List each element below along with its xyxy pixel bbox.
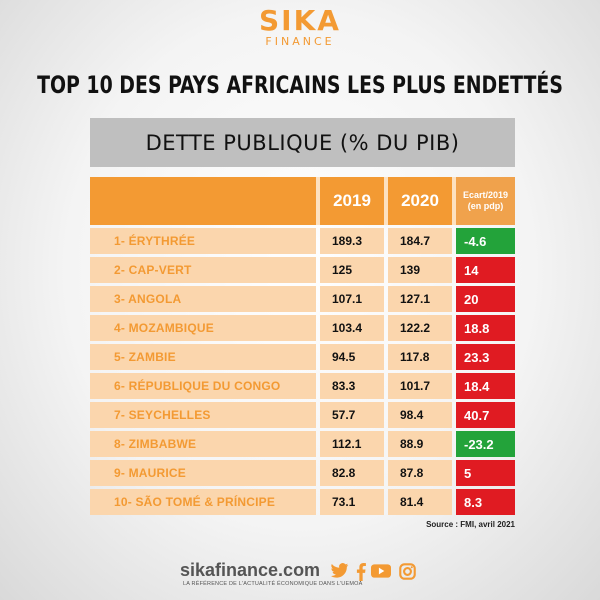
- ecart-value: 18.8: [456, 315, 515, 341]
- header-divider: [384, 177, 388, 225]
- instagram-icon[interactable]: [399, 563, 416, 585]
- header-2020: 2020: [401, 191, 439, 210]
- value-2019: 112.1: [320, 431, 384, 457]
- table-row: 4- MOZAMBIQUE 103.4 122.2 18.8: [90, 315, 515, 341]
- table-row: 8- ZIMBABWE 112.1 88.9 -23.2: [90, 431, 515, 457]
- ecart-value: 20: [456, 286, 515, 312]
- country-label: 10- SÃO TOMÉ & PRÍNCIPE: [90, 489, 316, 515]
- value-2019: 57.7: [320, 402, 384, 428]
- page-title: TOP 10 DES PAYS AFRICAINS LES PLUS ENDET…: [37, 71, 563, 99]
- value-2019: 107.1: [320, 286, 384, 312]
- header-ecart-line1: Ecart/2019: [462, 190, 509, 200]
- country-label: 3- ANGOLA: [90, 286, 316, 312]
- table-row: 6- RÉPUBLIQUE DU CONGO 83.3 101.7 18.4: [90, 373, 515, 399]
- value-2020: 122.2: [388, 315, 452, 341]
- table-row: 3- ANGOLA 107.1 127.1 20: [90, 286, 515, 312]
- table-row: 5- ZAMBIE 94.5 117.8 23.3: [90, 344, 515, 370]
- table-row: 9- MAURICE 82.8 87.8 5: [90, 460, 515, 486]
- country-label: 1- ÉRYTHRÉE: [90, 228, 316, 254]
- header-ecart: Ecart/2019 (en pdp): [456, 177, 515, 225]
- value-2020: 88.9: [388, 431, 452, 457]
- value-2020: 184.7: [388, 228, 452, 254]
- chart-subtitle: DETTE PUBLIQUE (% DU PIB): [90, 118, 515, 167]
- footer-tagline: LA RÉFÉRENCE DE L'ACTUALITÉ ÉCONOMIQUE D…: [183, 581, 363, 587]
- ecart-value: 14: [456, 257, 515, 283]
- footer-site[interactable]: sikafinance.com: [180, 560, 321, 580]
- ecart-value: 8.3: [456, 489, 515, 515]
- table-row: 10- SÃO TOMÉ & PRÍNCIPE 73.1 81.4 8.3: [90, 489, 515, 515]
- table-header: 2019 2020 Ecart/2019 (en pdp): [90, 177, 515, 225]
- header-divider: [316, 177, 320, 225]
- value-2020: 127.1: [388, 286, 452, 312]
- value-2019: 83.3: [320, 373, 384, 399]
- value-2019: 94.5: [320, 344, 384, 370]
- ecart-value: 40.7: [456, 402, 515, 428]
- ecart-value: 5: [456, 460, 515, 486]
- value-2020: 101.7: [388, 373, 452, 399]
- table-row: 7- SEYCHELLES 57.7 98.4 40.7: [90, 402, 515, 428]
- header-divider: [452, 177, 456, 225]
- country-label: 2- CAP-VERT: [90, 257, 316, 283]
- value-2020: 87.8: [388, 460, 452, 486]
- header-2019: 2019: [333, 191, 371, 210]
- country-label: 5- ZAMBIE: [90, 344, 316, 370]
- value-2019: 82.8: [320, 460, 384, 486]
- value-2020: 117.8: [388, 344, 452, 370]
- facebook-icon[interactable]: [355, 563, 367, 586]
- country-label: 4- MOZAMBIQUE: [90, 315, 316, 341]
- table-row: 1- ÉRYTHRÉE 189.3 184.7 -4.6: [90, 228, 515, 254]
- sika-finance-logo: SIKA FINANCE: [0, 6, 600, 48]
- table-body: 1- ÉRYTHRÉE 189.3 184.7 -4.6 2- CAP-VERT 125 1…: [90, 228, 515, 515]
- youtube-icon[interactable]: [371, 563, 391, 584]
- twitter-icon[interactable]: [331, 563, 349, 584]
- country-label: 6- RÉPUBLIQUE DU CONGO: [90, 373, 316, 399]
- ecart-value: -4.6: [456, 228, 515, 254]
- value-2019: 73.1: [320, 489, 384, 515]
- value-2019: 103.4: [320, 315, 384, 341]
- value-2019: 125: [320, 257, 384, 283]
- source-note: Source : FMI, avril 2021: [426, 520, 515, 529]
- value-2020: 139: [388, 257, 452, 283]
- ecart-value: -23.2: [456, 431, 515, 457]
- logo-main: SIKA: [259, 4, 341, 37]
- debt-table: 2019 2020 Ecart/2019 (en pdp) 1- ÉRYTHRÉ…: [90, 177, 515, 515]
- table-row: 2- CAP-VERT 125 139 14: [90, 257, 515, 283]
- header-ecart-line2: (en pdp): [467, 201, 504, 211]
- ecart-value: 23.3: [456, 344, 515, 370]
- country-label: 9- MAURICE: [90, 460, 316, 486]
- logo-sub: FINANCE: [265, 35, 335, 48]
- ecart-value: 18.4: [456, 373, 515, 399]
- value-2020: 81.4: [388, 489, 452, 515]
- country-label: 7- SEYCHELLES: [90, 402, 316, 428]
- value-2020: 98.4: [388, 402, 452, 428]
- value-2019: 189.3: [320, 228, 384, 254]
- country-label: 8- ZIMBABWE: [90, 431, 316, 457]
